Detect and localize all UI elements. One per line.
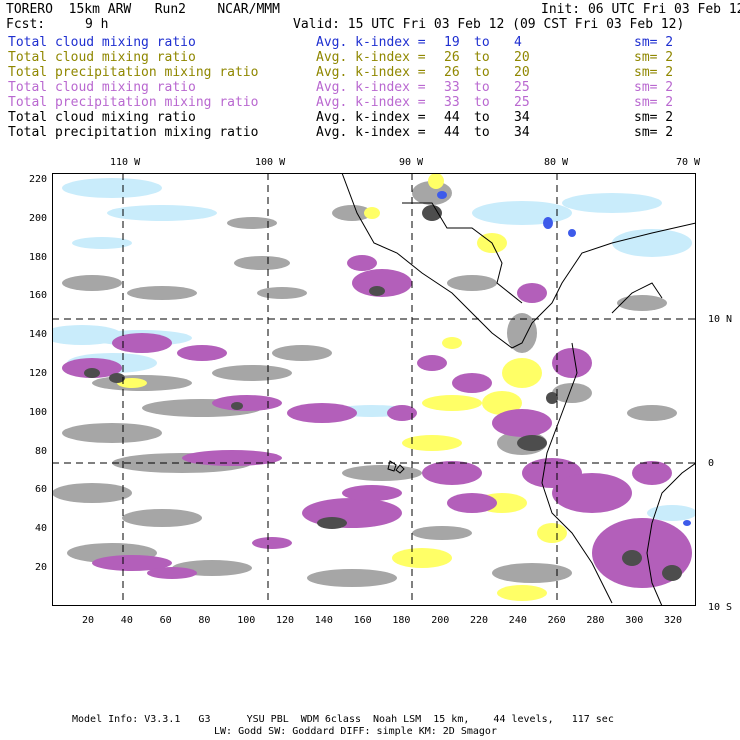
latitude-label: 10 N (708, 314, 733, 325)
precip-purple-layer (62, 255, 692, 588)
legend-field-name: Total cloud mixing ratio (8, 80, 196, 95)
legend-index-from: 26 (444, 50, 460, 65)
legend-row: Total cloud mixing ratio Avg. k-index = 19… (8, 35, 732, 50)
legend-index-to: 20 (514, 65, 530, 80)
x-tick-label: 180 (392, 615, 411, 626)
x-tick-label: 320 (664, 615, 683, 626)
legend-index-label: Avg. k-index = (316, 35, 426, 50)
legend-index-to: 4 (514, 35, 522, 50)
init-time: Init: 06 UTC Fri 03 Feb 12 (541, 2, 740, 17)
legend-row: Total precipitation mixing ratio Avg. k-i… (8, 125, 732, 140)
legend-index-label: Avg. k-index = (316, 125, 426, 140)
legend-index-to: 25 (514, 80, 530, 95)
longitude-label: 80 W (544, 157, 569, 168)
legend-index-to: 25 (514, 95, 530, 110)
legend-field-name: Total cloud mixing ratio (8, 50, 196, 65)
legend-index-from: 19 (444, 35, 460, 50)
legend-index-to-word: to (474, 125, 490, 140)
cloud-deep-blue-layer (437, 191, 691, 526)
physics-info-line: LW: Godd SW: Goddard DIFF: simple KM: 2D… (214, 726, 497, 737)
legend-smooth: sm= 2 (634, 110, 674, 125)
legend-index-label: Avg. k-index = (316, 80, 426, 95)
x-tick-label: 300 (625, 615, 644, 626)
y-tick-label: 80 (34, 445, 47, 457)
x-tick-label: 100 (237, 615, 256, 626)
x-tick-label: 20 (82, 615, 95, 626)
x-tick-label: 60 (159, 615, 172, 626)
forecast-label: Fcst: (6, 17, 46, 32)
x-tick-label: 40 (120, 615, 133, 626)
x-tick-label: 220 (470, 615, 489, 626)
legend-smooth: sm= 2 (634, 65, 674, 80)
y-tick-label: 160 (28, 290, 47, 302)
y-tick-label: 120 (28, 368, 47, 379)
legend-index-from: 33 (444, 95, 460, 110)
legend-field-name: Total precipitation mixing ratio (8, 125, 259, 140)
y-tick-label: 140 (28, 329, 47, 341)
y-tick-label: 60 (34, 484, 47, 496)
map-frame (52, 173, 696, 606)
forecast-hour: 9 h (85, 17, 109, 32)
legend-row: Total precipitation mixing ratio Avg. k-i… (8, 65, 732, 80)
legend-index-to: 20 (514, 50, 530, 65)
legend-row: Total cloud mixing ratio Avg. k-index = 44… (8, 110, 732, 125)
legend-row: Total cloud mixing ratio Avg. k-index = 26… (8, 50, 732, 65)
y-tick-label: 180 (28, 251, 47, 263)
legend-index-label: Avg. k-index = (316, 110, 426, 125)
valid-time: Valid: 15 UTC Fri 03 Feb 12 (09 CST Fri … (293, 17, 685, 32)
legend-smooth: sm= 2 (634, 95, 674, 110)
legend-field-name: Total cloud mixing ratio (8, 35, 196, 50)
legend-field-name: Total precipitation mixing ratio (8, 65, 259, 80)
longitude-label: 110 W (110, 157, 141, 168)
legend-index-from: 33 (444, 80, 460, 95)
model-title: TORERO 15km ARW Run2 NCAR/MMM (6, 2, 280, 17)
x-tick-label: 140 (314, 615, 333, 626)
x-tick-label: 160 (353, 615, 372, 626)
legend-smooth: sm= 2 (634, 125, 674, 140)
legend-index-to-word: to (474, 80, 490, 95)
cloud-yellow-layer (117, 173, 567, 601)
latitude-label: 0 (708, 458, 715, 469)
longitude-label: 90 W (399, 157, 424, 168)
legend-index-from: 26 (444, 65, 460, 80)
x-tick-label: 260 (547, 615, 566, 626)
legend-index-from: 44 (444, 125, 460, 140)
y-tick-label: 100 (28, 406, 47, 418)
legend-smooth: sm= 2 (634, 50, 674, 65)
x-tick-label: 80 (198, 615, 211, 626)
x-tick-label: 120 (276, 615, 295, 626)
coastline (341, 173, 696, 606)
longitude-label: 100 W (255, 157, 286, 168)
legend-smooth: sm= 2 (634, 35, 674, 50)
legend-index-from: 44 (444, 110, 460, 125)
x-tick-label: 200 (431, 615, 450, 626)
longitude-label: 70 W (676, 157, 701, 168)
y-tick-label: 20 (34, 562, 47, 573)
y-tick-label: 220 (28, 174, 47, 185)
legend-smooth: sm= 2 (634, 80, 674, 95)
latitude-label: 10 S (708, 602, 733, 613)
legend-index-to-word: to (474, 50, 490, 65)
forecast-map (52, 173, 696, 606)
legend-index-to-word: to (474, 35, 490, 50)
legend-index-label: Avg. k-index = (316, 65, 426, 80)
legend-index-to: 34 (514, 110, 530, 125)
legend-index-label: Avg. k-index = (316, 50, 426, 65)
legend-row: Total cloud mixing ratio Avg. k-index = 33… (8, 80, 732, 95)
legend-field-name: Total precipitation mixing ratio (8, 95, 259, 110)
legend-index-to-word: to (474, 65, 490, 80)
graticule (52, 173, 696, 606)
precip-dark-layer (84, 205, 682, 581)
legend-field-name: Total cloud mixing ratio (8, 110, 196, 125)
y-tick-label: 200 (28, 212, 47, 224)
y-tick-label: 40 (34, 523, 47, 535)
legend-index-to-word: to (474, 95, 490, 110)
legend-index-label: Avg. k-index = (316, 95, 426, 110)
legend-index-to: 34 (514, 125, 530, 140)
legend-index-to-word: to (474, 110, 490, 125)
model-info-line: Model Info: V3.3.1 G3 YSU PBL WDM 6class… (72, 714, 614, 725)
legend-row: Total precipitation mixing ratio Avg. k-i… (8, 95, 732, 110)
x-tick-label: 280 (586, 615, 605, 626)
x-tick-label: 240 (508, 615, 527, 626)
